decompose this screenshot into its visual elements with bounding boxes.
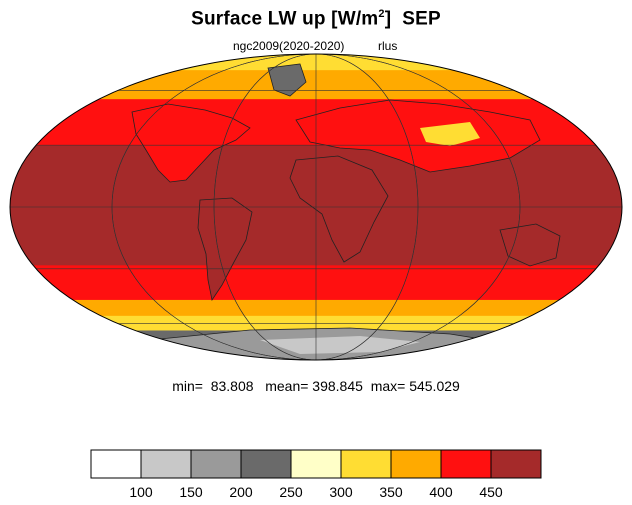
colorbar-tick-label: 400 (429, 484, 453, 500)
antarctica-interior (260, 336, 420, 354)
africa-land (289, 155, 389, 263)
mean-value: 398.845 (312, 378, 363, 394)
title-month: SEP (402, 8, 441, 30)
colorbar-tick-label: 150 (179, 484, 203, 500)
graticule (10, 54, 622, 360)
tibet-region (420, 122, 480, 146)
australia-land (499, 223, 561, 267)
colorbar-tick-label: 250 (279, 484, 303, 500)
north-america-land (131, 103, 251, 183)
colorbar (90, 449, 542, 479)
colorbar-box-0 (90, 449, 142, 479)
colorbar-tick-label: 350 (379, 484, 403, 500)
subtitle-experiment: ngc2009(2020-2020) (233, 39, 345, 53)
subtitle-variable: rlus (378, 39, 398, 53)
colorbar-tick-label: 200 (229, 484, 253, 500)
statistics-line: min= 83.808 mean= 398.845 max= 545.029 (0, 378, 632, 394)
colorbar-tick-label: 450 (479, 484, 503, 500)
colorbar-box-3 (240, 449, 292, 479)
title-text: Surface LW up [W/m (191, 8, 379, 30)
colorbar-tick-label: 100 (129, 484, 153, 500)
title-close: ] (384, 8, 392, 30)
colorbar-tick-label: 300 (329, 484, 353, 500)
colorbar-box-7 (440, 449, 492, 479)
colorbar-box-2 (190, 449, 242, 479)
min-label: min= (172, 378, 203, 394)
plot-title: Surface LW up [W/m2] SEP (0, 8, 632, 30)
map-fill-group (10, 54, 622, 360)
max-value: 545.029 (409, 378, 460, 394)
colorbar-box-5 (340, 449, 392, 479)
meridian-120 (111, 54, 521, 360)
colorbar-box-6 (390, 449, 442, 479)
colorbar-box-4 (290, 449, 342, 479)
max-label: max= (370, 378, 406, 394)
south-america-land (197, 197, 253, 302)
europe-asia-land (295, 99, 541, 173)
map-outline (9, 53, 623, 361)
meridian-60 (213, 54, 419, 360)
min-value: 83.808 (210, 378, 254, 394)
greenland-land (267, 63, 307, 97)
title-superscript: 2 (378, 8, 385, 20)
colorbar-box-1 (140, 449, 192, 479)
continents (131, 63, 561, 360)
mean-label: mean= (265, 378, 309, 394)
colorbar-box-8 (490, 449, 542, 479)
